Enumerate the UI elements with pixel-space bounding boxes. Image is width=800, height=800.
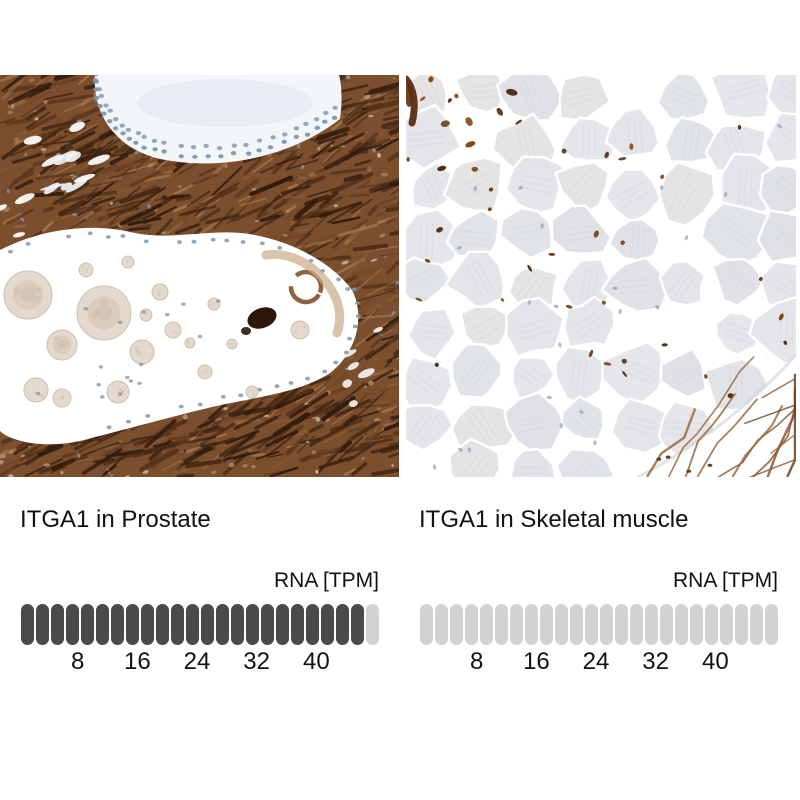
tpm-pill	[420, 604, 433, 645]
tpm-pill	[186, 604, 199, 645]
tpm-pill	[96, 604, 109, 645]
tpm-pill	[201, 604, 214, 645]
panel-title-skeletal-muscle: ITGA1 in Skeletal muscle	[419, 506, 689, 533]
tpm-pill	[615, 604, 628, 645]
tpm-pill	[540, 604, 553, 645]
tpm-pill	[525, 604, 538, 645]
tpm-pill	[690, 604, 703, 645]
tpm-axis-tick: 32	[243, 648, 271, 675]
tpm-pill	[720, 604, 733, 645]
tpm-pill	[645, 604, 658, 645]
tpm-axis-prostate: 8 16 24 32 40	[21, 648, 379, 676]
tpm-pill	[336, 604, 349, 645]
tpm-pill	[66, 604, 79, 645]
tpm-pill	[366, 604, 379, 645]
tpm-pill	[435, 604, 448, 645]
tpm-axis-tick: 8	[70, 648, 85, 675]
tpm-axis-tick: 40	[302, 648, 330, 675]
tpm-axis-tick: 24	[183, 648, 211, 675]
tpm-pill	[450, 604, 463, 645]
tpm-pill	[21, 604, 34, 645]
tpm-pill	[36, 604, 49, 645]
tpm-pill	[156, 604, 169, 645]
micrograph-skeletal-muscle	[406, 75, 796, 477]
tpm-pill	[246, 604, 259, 645]
tpm-pill	[321, 604, 334, 645]
tpm-pill	[291, 604, 304, 645]
tpm-pill	[750, 604, 763, 645]
rna-unit-label-skeletal-muscle: RNA [TPM]	[672, 569, 778, 592]
tpm-axis-tick: 8	[469, 648, 484, 675]
tpm-pill	[81, 604, 94, 645]
tpm-pill	[231, 604, 244, 645]
tpm-pill	[171, 604, 184, 645]
rna-unit-label-prostate: RNA [TPM]	[273, 569, 379, 592]
tpm-pill	[261, 604, 274, 645]
prostate-ihc-image	[0, 75, 399, 477]
tpm-pill	[495, 604, 508, 645]
skeletal-muscle-ihc-image	[406, 75, 796, 477]
tpm-pill	[306, 604, 319, 645]
tpm-pill	[660, 604, 673, 645]
tpm-pill	[630, 604, 643, 645]
tpm-axis-tick: 40	[701, 648, 729, 675]
tpm-pill	[141, 604, 154, 645]
tpm-pill	[675, 604, 688, 645]
tpm-pill	[465, 604, 478, 645]
tpm-pill	[480, 604, 493, 645]
panel-title-prostate: ITGA1 in Prostate	[20, 506, 211, 533]
tpm-pill	[600, 604, 613, 645]
tpm-pill	[351, 604, 364, 645]
tpm-axis-tick: 16	[123, 648, 151, 675]
tpm-pill	[126, 604, 139, 645]
tpm-axis-tick: 16	[522, 648, 550, 675]
tpm-pill	[510, 604, 523, 645]
tpm-pill	[735, 604, 748, 645]
tpm-pill	[216, 604, 229, 645]
tpm-pictogram-bar-skeletal-muscle	[420, 604, 778, 645]
tpm-pill	[111, 604, 124, 645]
tpm-axis-skeletal-muscle: 8 16 24 32 40	[420, 648, 778, 676]
tpm-pill	[585, 604, 598, 645]
tpm-pill	[765, 604, 778, 645]
tpm-pill	[705, 604, 718, 645]
tpm-axis-tick: 24	[582, 648, 610, 675]
tpm-pill	[276, 604, 289, 645]
tpm-axis-tick: 32	[642, 648, 670, 675]
tpm-pictogram-bar-prostate	[21, 604, 379, 645]
tpm-pill	[51, 604, 64, 645]
micrograph-prostate	[0, 75, 399, 477]
tpm-pill	[570, 604, 583, 645]
tpm-pill	[555, 604, 568, 645]
